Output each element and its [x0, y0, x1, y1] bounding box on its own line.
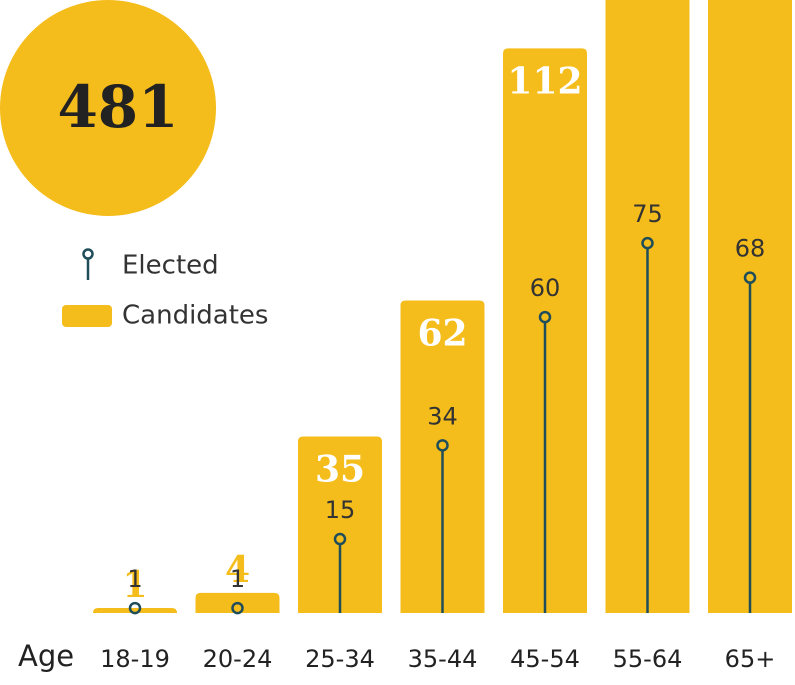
x-tick-label: 20-24 — [203, 645, 273, 673]
x-tick-label: 55-64 — [613, 645, 683, 673]
elected-value-label: 15 — [325, 496, 356, 524]
elected-value-label: 75 — [632, 200, 663, 228]
elected-dot — [128, 601, 142, 615]
x-axis-label: Age — [18, 639, 74, 673]
bar — [298, 436, 382, 613]
elected-value-label: 1 — [230, 565, 245, 593]
bar-value-label: 35 — [315, 449, 365, 491]
legend-label: Candidates — [122, 301, 268, 331]
legend: Elected Candidates — [62, 248, 268, 331]
total: 481 — [57, 73, 178, 141]
elected-value-label: 1 — [127, 565, 142, 593]
elected-dot — [436, 439, 449, 452]
elected-dot — [333, 532, 347, 546]
bar — [93, 607, 177, 613]
x-tick-label: 45-54 — [510, 645, 580, 673]
elected-value-label: 60 — [530, 274, 561, 302]
elected-value-label: 34 — [427, 402, 458, 430]
x-tick-label: 35-44 — [408, 645, 478, 673]
legend-candidates-icon — [62, 305, 112, 327]
legend-label: Elected — [122, 251, 219, 281]
bar-value-label: 4 — [225, 549, 250, 591]
bar-value-label: 1 — [122, 564, 147, 606]
x-tick-label: 25-34 — [305, 645, 375, 673]
bar-value-label: 112 — [507, 60, 582, 102]
elected-dot — [743, 271, 757, 284]
legend-elected-icon — [82, 248, 94, 260]
total-circle — [0, 0, 216, 216]
bar-value-label: 131 — [610, 0, 685, 7]
bar-value-label: 62 — [417, 312, 467, 354]
x-tick-label: 65+ — [725, 645, 776, 673]
elected-dot — [538, 310, 552, 324]
elected-value-label: 68 — [735, 235, 766, 263]
elected-dot — [231, 601, 244, 615]
x-tick-label: 18-19 — [100, 645, 170, 673]
elected-dot — [641, 236, 654, 250]
